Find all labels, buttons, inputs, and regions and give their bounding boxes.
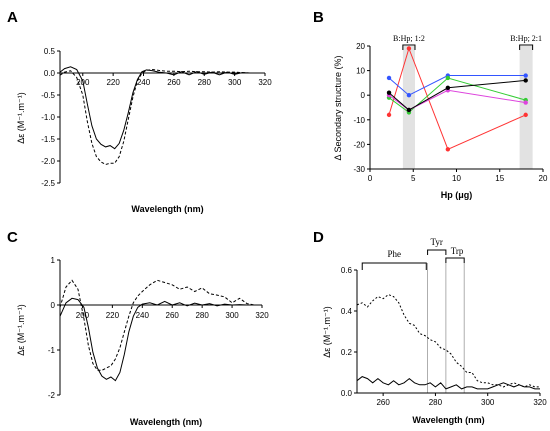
y-tick-label: 0.4 — [341, 307, 353, 316]
data-point — [406, 93, 412, 98]
data-point — [445, 75, 451, 81]
x-axis-title: Wavelength (nm) — [130, 417, 202, 427]
data-point — [386, 90, 392, 95]
panel-letter-a: A — [7, 9, 18, 26]
x-tick-label: 240 — [137, 78, 151, 87]
x-tick-label: 240 — [136, 311, 150, 320]
panel-c-chart: 1 0 -1 -2 200 220 240 260 280 300 320 Wavelength (n… — [16, 256, 269, 427]
x-tick-label: 0 — [368, 174, 373, 183]
y-tick-label: -2 — [48, 391, 56, 400]
series-line-dashed — [59, 68, 258, 166]
bracket-phe — [361, 262, 427, 270]
series-line — [388, 89, 526, 111]
data-point — [406, 107, 412, 113]
panel-d-chart: Phe Tyr Trp 0.0 0.2 0.4 0.6 260 280 300 320 Wavelen… — [322, 237, 547, 425]
bracket — [402, 44, 416, 50]
y-tick-label: -30 — [353, 165, 365, 174]
x-tick-label: 280 — [195, 311, 209, 320]
x-tick-label: 20 — [539, 174, 548, 183]
data-point — [523, 112, 528, 118]
x-tick-label: 320 — [255, 311, 269, 320]
x-tick-label: 260 — [376, 398, 390, 407]
x-tick-label: 260 — [166, 311, 180, 320]
x-tick-label: 15 — [495, 174, 504, 183]
y-tick-label: -20 — [353, 140, 365, 149]
y-tick-label: -1.0 — [41, 113, 55, 122]
x-tick-label: 300 — [481, 398, 495, 407]
series-line-dashed — [356, 294, 540, 388]
y-axis-title: Δε (M⁻¹.m⁻¹) — [16, 304, 26, 356]
x-tick-label: 200 — [76, 311, 90, 320]
data-point — [445, 85, 451, 91]
y-tick-label: -10 — [353, 116, 365, 125]
x-tick-label: 220 — [106, 78, 120, 87]
y-tick-label: 0 — [51, 301, 56, 310]
data-point — [406, 46, 412, 51]
x-tick-label: 320 — [533, 398, 547, 407]
data-point — [445, 147, 451, 152]
y-tick-label: 0.5 — [44, 47, 56, 56]
series-line-dashed — [59, 279, 255, 371]
series-line-solid — [59, 297, 255, 382]
shaded-region — [402, 46, 415, 169]
x-tick-label: 300 — [228, 78, 242, 87]
series-line — [388, 79, 526, 111]
x-tick-label: 300 — [225, 311, 239, 320]
panel-letter-c: C — [7, 229, 18, 246]
shaded-region — [519, 46, 533, 169]
y-tick-label: 10 — [356, 67, 365, 76]
x-tick-label: 280 — [198, 78, 212, 87]
x-axis-title: Hp (μg) — [441, 190, 473, 200]
x-tick-label: 5 — [411, 174, 416, 183]
y-tick-label: 0.2 — [341, 348, 353, 357]
bracket-tyr — [427, 249, 447, 255]
data-point — [523, 78, 528, 83]
ratio-annotation: B:Hp; 1:2 — [393, 34, 425, 43]
data-point — [523, 73, 528, 78]
x-axis-title: Wavelength (nm) — [131, 204, 203, 214]
x-tick-label: 220 — [106, 311, 120, 320]
y-tick-label: 0.0 — [341, 389, 353, 398]
y-tick-label: 0.6 — [341, 266, 353, 275]
x-axis-title: Wavelength (nm) — [412, 415, 484, 425]
data-point — [523, 100, 528, 105]
y-axis-title: Δε (M⁻¹.m⁻¹) — [16, 92, 26, 144]
series-line-solid — [59, 66, 258, 150]
ratio-annotation: B:Hp; 2:1 — [510, 34, 542, 43]
y-tick-label: -2.5 — [41, 179, 55, 188]
label-tyr: Tyr — [431, 237, 443, 247]
y-tick-label: 0.0 — [44, 69, 56, 78]
y-tick-label: 0 — [361, 91, 366, 100]
x-tick-label: 280 — [429, 398, 443, 407]
y-tick-label: -1.5 — [41, 135, 55, 144]
y-tick-label: 1 — [51, 256, 56, 265]
x-tick-label: 320 — [258, 78, 272, 87]
series-line-solid — [356, 376, 540, 390]
series-line — [388, 77, 526, 114]
bracket-trp — [445, 257, 465, 263]
y-axis-title: Δε (M⁻¹.m⁻¹) — [322, 306, 332, 358]
x-tick-label: 10 — [452, 174, 461, 183]
y-tick-label: -0.5 — [41, 91, 55, 100]
y-tick-label: -1 — [48, 346, 56, 355]
y-tick-label: 20 — [356, 42, 365, 51]
panel-letter-d: D — [313, 229, 324, 246]
data-point — [386, 112, 392, 118]
x-tick-label: 260 — [167, 78, 181, 87]
y-tick-label: -2.0 — [41, 157, 55, 166]
label-trp: Trp — [451, 246, 464, 256]
y-axis-title: Δ Secondary structure (%) — [333, 55, 343, 160]
panel-letter-b: B — [313, 9, 324, 26]
series-line — [388, 75, 526, 96]
label-phe: Phe — [388, 249, 402, 259]
data-point — [386, 75, 392, 81]
bracket — [519, 44, 534, 50]
